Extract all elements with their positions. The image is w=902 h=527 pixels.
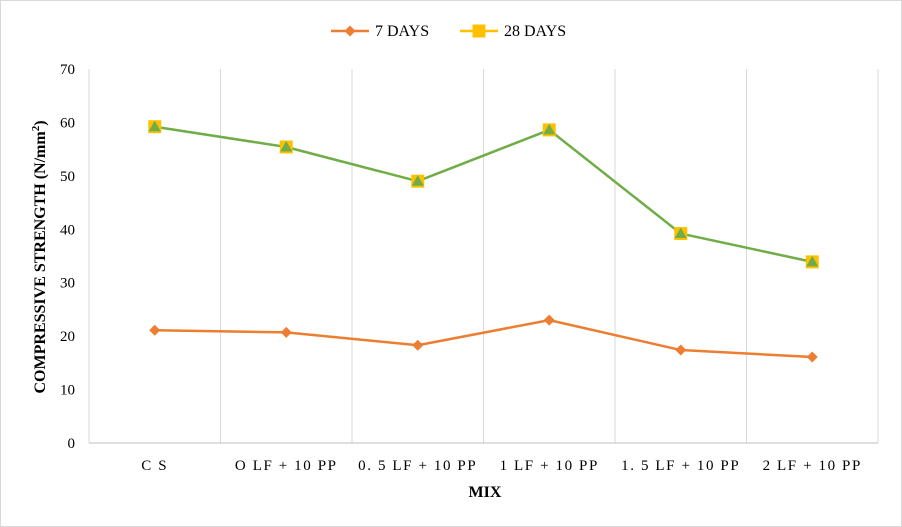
x-tick-label: C S — [141, 458, 168, 474]
axis-layer: 0 10 20 30 40 50 60 70 C S O LF + 10 PP 0. 5 LF + … — [60, 62, 878, 474]
series-layer — [148, 120, 819, 363]
data-point-overlay-28-days — [148, 120, 161, 132]
legend-marker-28-days — [472, 24, 486, 38]
y-axis-title-close: ) — [32, 120, 49, 125]
data-point-overlay-28-days — [674, 227, 687, 239]
data-point-overlay-28-days — [280, 141, 293, 152]
data-point-overlay-28-days — [543, 123, 556, 135]
series-line-28-days — [154, 125, 813, 264]
data-point-7-days — [280, 326, 292, 338]
series-line-7-days — [154, 318, 813, 359]
legend: 7 DAYS 28 DAYS — [331, 23, 566, 40]
y-tick-label: 30 — [60, 276, 75, 292]
y-tick-label: 60 — [60, 115, 75, 131]
data-point-7-days — [543, 314, 555, 326]
y-tick-label: 50 — [60, 169, 75, 185]
x-tick-label: 1. 5 LF + 10 PP — [621, 458, 740, 474]
y-axis-title: COMPRESSIVE STRENGTH (N/mm2) — [30, 120, 49, 393]
data-point-overlay-28-days — [806, 255, 819, 267]
x-tick-label: 2 LF + 10 PP — [763, 458, 862, 474]
x-tick-label: 1 LF + 10 PP — [500, 458, 599, 474]
legend-label-7-days: 7 DAYS — [375, 23, 429, 40]
x-tick-label: 0. 5 LF + 10 PP — [358, 458, 477, 474]
x-tick-label: O LF + 10 PP — [235, 458, 338, 474]
y-axis-title-main: COMPRESSIVE STRENGTH (N/mm — [32, 131, 49, 394]
y-tick-label: 70 — [60, 62, 75, 78]
data-point-7-days — [412, 339, 424, 351]
y-tick-label: 20 — [60, 329, 75, 345]
y-axis-title-superscript: 2 — [30, 125, 42, 131]
grid-layer — [88, 69, 879, 443]
legend-label-28-days: 28 DAYS — [504, 23, 566, 40]
y-tick-label: 10 — [60, 383, 75, 399]
y-tick-label: 0 — [68, 436, 76, 452]
y-tick-label: 40 — [60, 222, 75, 238]
data-point-7-days — [149, 324, 161, 336]
data-point-overlay-28-days — [411, 175, 424, 186]
legend-marker-7-days — [344, 25, 356, 37]
data-point-7-days — [675, 344, 687, 356]
x-axis-title: MIX — [469, 484, 502, 501]
data-point-7-days — [806, 351, 818, 363]
